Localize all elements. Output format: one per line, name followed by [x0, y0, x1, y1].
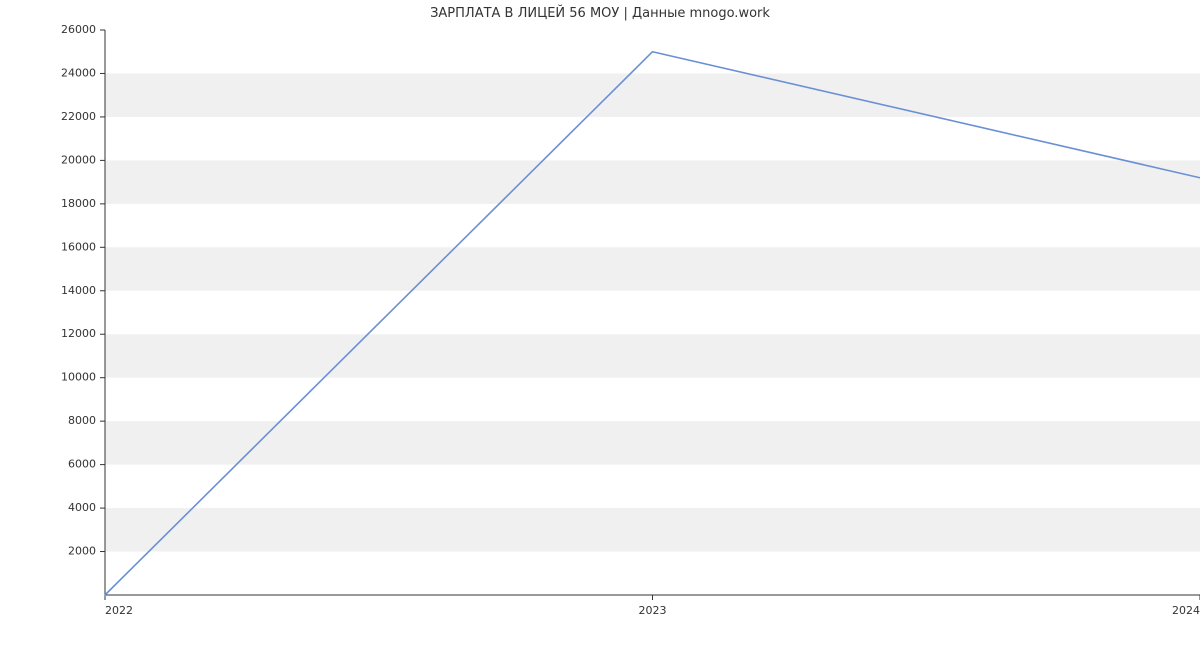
y-tick-label: 24000	[61, 66, 96, 79]
salary-line-chart: ЗАРПЛАТА В ЛИЦЕЙ 56 МОУ | Данные mnogo.w…	[0, 0, 1200, 650]
y-tick-label: 6000	[68, 458, 96, 471]
y-tick-label: 26000	[61, 23, 96, 36]
y-tick-label: 14000	[61, 284, 96, 297]
chart-svg: 2000 4000 6000 8000 10000 12000 14000 16000 1800…	[0, 0, 1200, 650]
y-tick-label: 12000	[61, 327, 96, 340]
grid-band	[105, 421, 1200, 464]
y-tick-label: 2000	[68, 545, 96, 558]
y-tick-label: 20000	[61, 153, 96, 166]
y-tick-label: 16000	[61, 240, 96, 253]
y-tick-label: 10000	[61, 371, 96, 384]
x-tick-label: 2024	[1172, 604, 1200, 617]
grid-band	[105, 247, 1200, 290]
y-tick-label: 8000	[68, 414, 96, 427]
chart-title: ЗАРПЛАТА В ЛИЦЕЙ 56 МОУ | Данные mnogo.w…	[0, 6, 1200, 21]
y-tick-label: 18000	[61, 197, 96, 210]
y-tick-label: 4000	[68, 501, 96, 514]
grid-band	[105, 160, 1200, 203]
grid-band	[105, 334, 1200, 377]
grid-band	[105, 508, 1200, 551]
x-tick-label: 2022	[105, 604, 133, 617]
y-tick-label: 22000	[61, 110, 96, 123]
grid-band	[105, 73, 1200, 116]
x-tick-label: 2023	[639, 604, 667, 617]
